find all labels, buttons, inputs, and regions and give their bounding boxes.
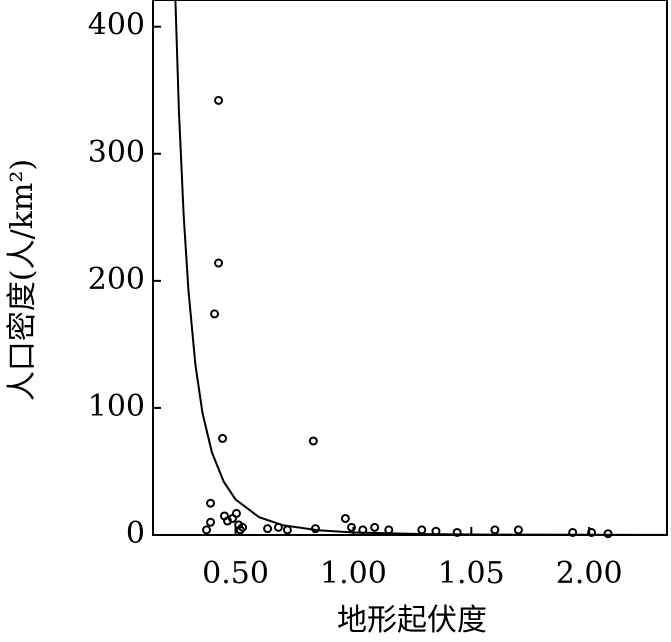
point xyxy=(214,95,224,105)
point xyxy=(568,527,578,537)
point xyxy=(587,527,597,537)
y-tick-label: 100 xyxy=(88,389,145,424)
point xyxy=(358,525,368,535)
y-tick-label: 200 xyxy=(88,262,145,297)
point xyxy=(513,525,523,535)
point xyxy=(384,525,394,535)
y-tick-label: 400 xyxy=(88,8,145,43)
point xyxy=(214,258,224,268)
point xyxy=(417,525,427,535)
point xyxy=(235,525,245,535)
point xyxy=(431,526,441,536)
point xyxy=(490,525,500,535)
x-tick-label: 0.50 xyxy=(202,556,269,591)
y-tick-label: 300 xyxy=(88,135,145,170)
plot-frame xyxy=(152,0,668,536)
point xyxy=(452,527,462,537)
y-axis-label: 人口密度(人/km²) xyxy=(5,159,40,401)
point xyxy=(310,524,320,534)
point xyxy=(282,525,292,535)
point xyxy=(603,529,613,539)
point xyxy=(370,522,380,532)
x-tick-label: 2.00 xyxy=(556,556,623,591)
point xyxy=(263,524,273,534)
x-tick-label: 1.00 xyxy=(320,556,387,591)
point xyxy=(308,436,318,446)
point xyxy=(206,517,216,527)
fit-curve xyxy=(174,0,667,535)
y-tick-label: 0 xyxy=(126,516,145,551)
point xyxy=(210,309,220,319)
point xyxy=(202,525,212,535)
point xyxy=(347,522,357,532)
x-axis-label: 地形起伏度 xyxy=(337,603,487,638)
point xyxy=(340,513,350,523)
point xyxy=(206,498,216,508)
point xyxy=(218,433,228,443)
point xyxy=(227,513,237,523)
x-tick-label: 1.05 xyxy=(438,556,505,591)
point xyxy=(273,522,283,532)
